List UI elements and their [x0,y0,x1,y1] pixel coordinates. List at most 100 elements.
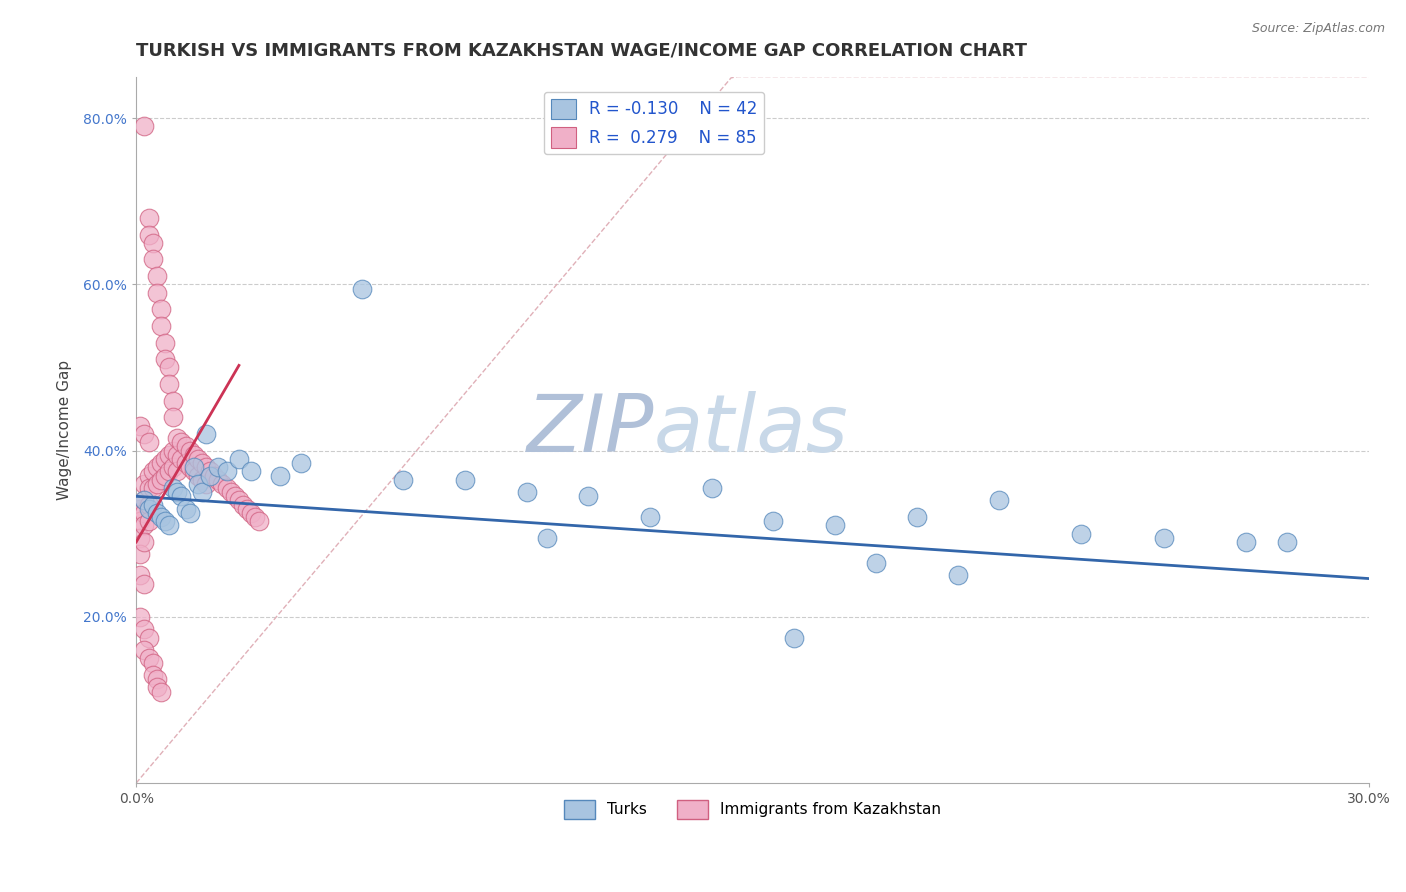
Point [352,281,374,295]
Point [134,476,156,491]
Point [762,514,785,528]
Point [157,518,180,533]
Point [236,501,259,516]
Point [191,456,214,470]
Point [228,451,250,466]
Point [170,435,193,450]
Point [138,481,160,495]
Point [145,506,167,520]
Point [215,481,238,495]
Point [134,518,156,533]
Point [129,514,152,528]
Point [129,548,152,562]
Point [224,489,246,503]
Point [134,622,156,636]
Point [142,252,165,267]
Point [157,464,180,478]
Point [1153,531,1175,545]
Point [207,473,229,487]
Point [454,473,477,487]
Point [153,335,176,350]
Point [138,211,160,225]
Point [138,498,160,512]
Point [249,514,271,528]
Point [162,481,184,495]
Point [138,651,160,665]
Point [179,506,201,520]
Point [134,493,156,508]
Point [142,464,165,478]
Point [129,568,152,582]
Point [191,473,214,487]
Point [174,439,197,453]
Point [232,498,254,512]
Point [211,476,233,491]
Point [149,473,172,487]
Point [153,514,176,528]
Point [166,485,188,500]
Point [166,448,188,462]
Point [638,510,661,524]
Point [179,443,201,458]
Text: TURKISH VS IMMIGRANTS FROM KAZAKHSTAN WAGE/INCOME GAP CORRELATION CHART: TURKISH VS IMMIGRANTS FROM KAZAKHSTAN WA… [136,42,1028,60]
Point [138,631,160,645]
Point [240,464,263,478]
Point [149,510,172,524]
Y-axis label: Wage/Income Gap: Wage/Income Gap [58,359,72,500]
Point [142,498,165,512]
Text: ZIP: ZIP [527,391,654,469]
Point [145,672,167,686]
Point [134,643,156,657]
Point [219,485,242,500]
Point [988,493,1011,508]
Point [191,485,214,500]
Point [142,235,165,250]
Point [195,427,218,442]
Point [183,460,205,475]
Point [576,489,599,503]
Point [134,535,156,549]
Point [783,631,806,645]
Point [162,393,184,408]
Point [269,468,291,483]
Point [174,456,197,470]
Point [290,456,312,470]
Point [138,501,160,516]
Point [134,506,156,520]
Point [824,518,846,533]
Point [195,460,218,475]
Point [202,468,225,483]
Point [1070,526,1092,541]
Point [138,468,160,483]
Point [198,464,221,478]
Point [215,464,238,478]
Point [187,451,209,466]
Text: atlas: atlas [654,391,849,469]
Point [905,510,928,524]
Point [170,489,193,503]
Point [700,481,723,495]
Legend: Turks, Immigrants from Kazakhstan: Turks, Immigrants from Kazakhstan [558,794,948,825]
Point [1275,535,1298,549]
Point [149,456,172,470]
Point [392,473,415,487]
Point [153,468,176,483]
Point [166,431,188,445]
Point [129,418,152,433]
Point [187,468,209,483]
Point [865,556,887,570]
Point [145,681,167,695]
Point [183,448,205,462]
Point [149,318,172,333]
Point [946,568,969,582]
Point [129,531,152,545]
Point [162,410,184,425]
Point [149,684,172,698]
Point [245,510,267,524]
Point [145,285,167,300]
Point [138,435,160,450]
Point [157,377,180,392]
Point [145,460,167,475]
Point [142,656,165,670]
Point [174,501,197,516]
